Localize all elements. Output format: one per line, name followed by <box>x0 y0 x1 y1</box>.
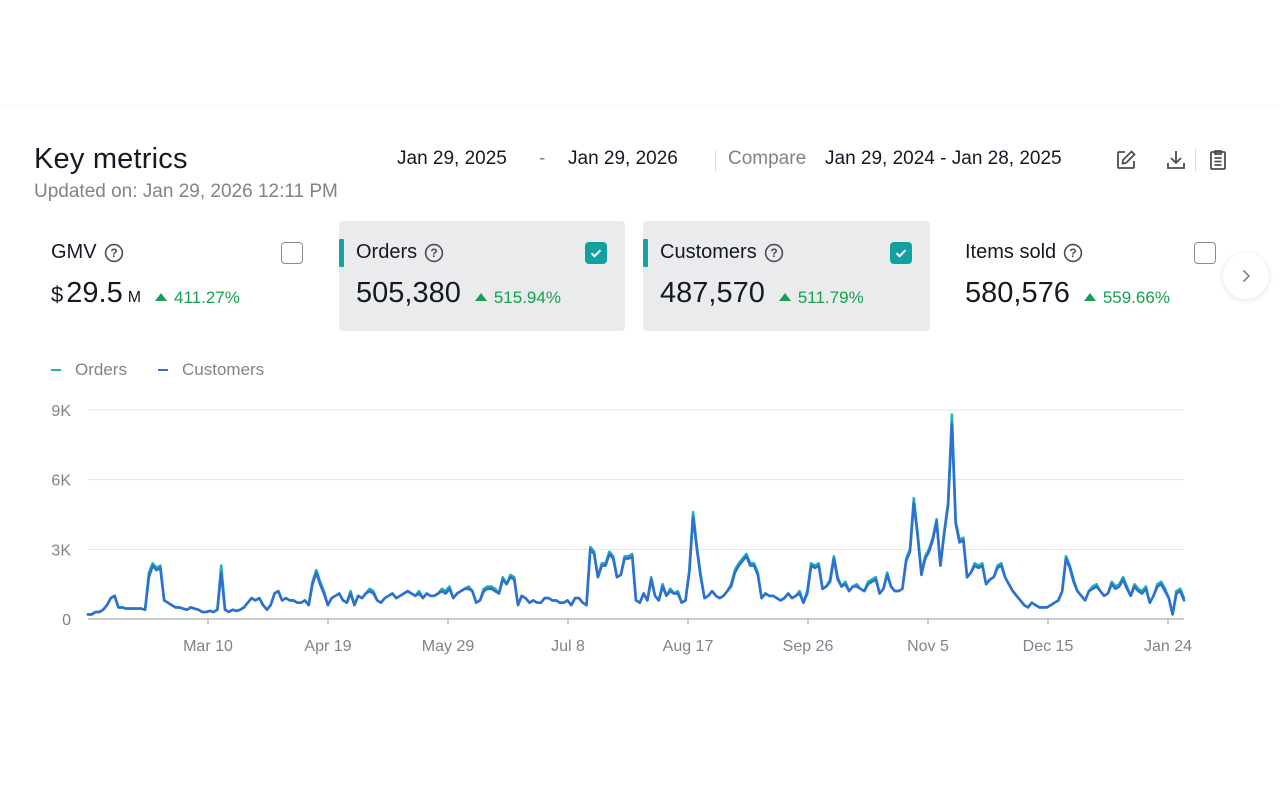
y-tick-label: 0 <box>62 612 71 629</box>
arrow-up-icon <box>778 293 791 301</box>
help-icon[interactable]: ? <box>1063 243 1083 263</box>
check-icon <box>590 249 602 258</box>
help-icon[interactable]: ? <box>764 243 784 263</box>
card-checkbox[interactable] <box>281 242 303 264</box>
chevron-right-icon <box>1242 269 1251 283</box>
next-metrics-button[interactable] <box>1223 253 1269 299</box>
value-unit: M <box>127 289 142 306</box>
check-icon <box>895 249 907 258</box>
x-tick-label: Mar 10 <box>183 638 233 655</box>
x-tick-label: Apr 19 <box>304 638 351 655</box>
delta-value: 511.79% <box>797 288 864 307</box>
svg-text:?: ? <box>430 246 437 260</box>
x-tick-label: Aug 17 <box>663 638 714 655</box>
card-value: 29.5 <box>66 277 123 309</box>
card-checkbox-checked[interactable] <box>585 242 607 264</box>
help-icon[interactable]: ? <box>104 243 124 263</box>
help-icon[interactable]: ? <box>424 243 444 263</box>
card-checkbox[interactable] <box>1194 242 1216 264</box>
y-tick-label: 9K <box>51 403 71 420</box>
metric-card-customers[interactable]: Customers ? 487,570 511.79% <box>643 221 930 331</box>
y-tick-label: 6K <box>51 473 71 490</box>
svg-text:?: ? <box>110 246 117 260</box>
delta-badge: 411.27% <box>155 288 240 308</box>
svg-text:?: ? <box>1069 246 1076 260</box>
download-icon[interactable] <box>1164 148 1188 172</box>
arrow-up-icon <box>1083 293 1096 301</box>
edit-icon[interactable] <box>1114 148 1138 172</box>
x-tick-label: Jan 24 <box>1144 638 1192 655</box>
metric-card-orders[interactable]: Orders ? 505,380 515.94% <box>339 221 625 331</box>
series-line-customers <box>86 422 1186 616</box>
divider <box>1195 148 1196 172</box>
legend-swatch <box>158 369 168 371</box>
date-separator: - <box>539 148 546 169</box>
delta-badge: 515.94% <box>474 288 561 308</box>
arrow-up-icon <box>474 293 487 301</box>
date-start[interactable]: Jan 29, 2025 <box>397 148 507 169</box>
x-tick-label: Nov 5 <box>907 638 949 655</box>
card-label: Customers <box>660 241 757 263</box>
clipboard-icon[interactable] <box>1206 148 1230 172</box>
card-value: 505,380 <box>356 277 461 309</box>
divider <box>715 150 716 172</box>
series-line-orders <box>86 413 1186 616</box>
updated-timestamp: Updated on: Jan 29, 2026 12:11 PM <box>34 181 338 202</box>
card-checkbox-checked[interactable] <box>890 242 912 264</box>
delta-value: 411.27% <box>174 288 240 307</box>
delta-badge: 511.79% <box>778 288 864 308</box>
date-end[interactable]: Jan 29, 2026 <box>568 148 678 169</box>
delta-value: 515.94% <box>493 288 561 307</box>
legend-item-customers[interactable]: Customers <box>158 360 264 380</box>
compare-range[interactable]: Jan 29, 2024 - Jan 28, 2025 <box>825 148 1062 169</box>
compare-label: Compare <box>728 148 807 169</box>
series-color-indicator <box>643 239 648 267</box>
card-value: 580,576 <box>965 277 1070 309</box>
card-value: 487,570 <box>660 277 765 309</box>
page-title: Key metrics <box>34 143 188 175</box>
y-tick-label: 3K <box>51 542 71 559</box>
x-tick-label: Jul 8 <box>551 638 585 655</box>
arrow-up-icon <box>155 293 168 301</box>
x-tick-label: Dec 15 <box>1023 638 1074 655</box>
x-tick-label: Sep 26 <box>783 638 834 655</box>
legend-label: Orders <box>75 360 127 379</box>
delta-value: 559.66% <box>1102 288 1170 307</box>
legend-label: Customers <box>182 360 265 379</box>
svg-text:?: ? <box>770 246 777 260</box>
card-label: GMV <box>51 241 97 263</box>
card-label: Items sold <box>965 241 1057 263</box>
metric-card-items-sold[interactable]: Items sold ? 580,576 559.66% <box>948 221 1233 331</box>
card-label: Orders <box>356 241 418 263</box>
legend-item-orders[interactable]: Orders <box>51 360 127 380</box>
currency-symbol: $ <box>51 282 64 307</box>
series-color-indicator <box>339 239 344 267</box>
delta-badge: 559.66% <box>1083 288 1170 308</box>
legend-swatch <box>51 369 61 371</box>
metric-card-gmv[interactable]: GMV ? $ 29.5 M 411.27% <box>34 221 319 331</box>
top-bar <box>0 0 1280 104</box>
line-chart[interactable]: 9K 6K 3K 0 Mar 10 Apr 19 May 29 Jul 8 Aug 17 Sep … <box>0 395 1280 675</box>
x-tick-label: May 29 <box>422 638 475 655</box>
